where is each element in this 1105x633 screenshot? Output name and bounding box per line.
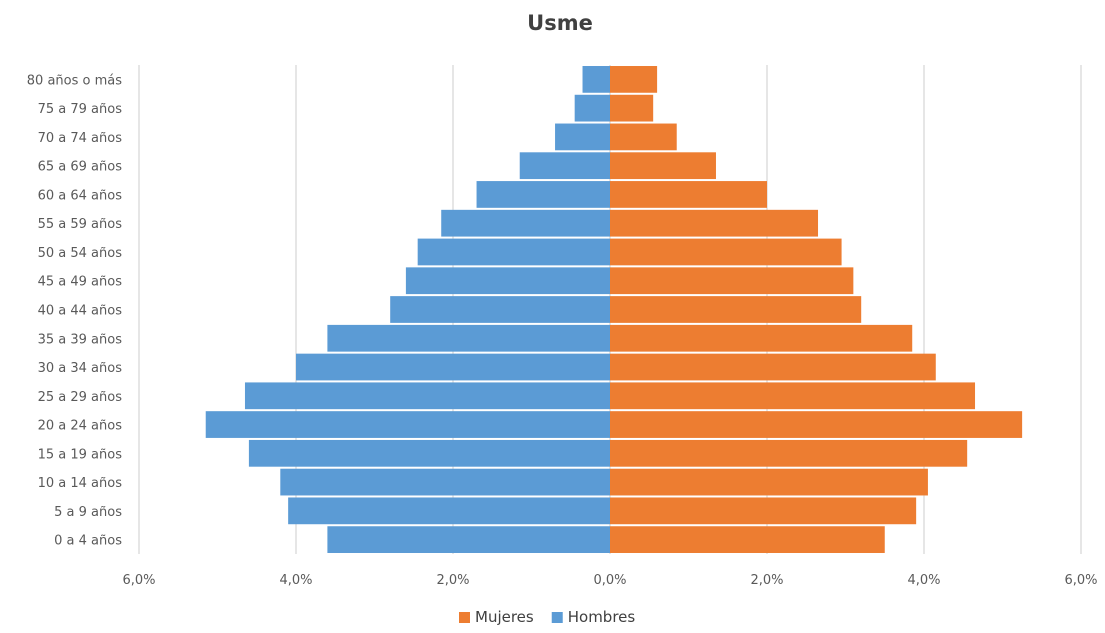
bar-mujeres <box>610 94 654 122</box>
bar-hombres <box>288 497 610 525</box>
bar-hombres <box>248 439 610 467</box>
bar-mujeres <box>610 123 677 151</box>
category-label: 25 a 29 años <box>38 390 123 405</box>
category-label: 60 a 64 años <box>38 188 123 203</box>
bar-mujeres <box>610 152 716 180</box>
category-label: 35 a 39 años <box>38 332 123 347</box>
bar-hombres <box>327 324 610 352</box>
x-tick-label: 2,0% <box>750 573 783 588</box>
x-tick-label: 2,0% <box>436 573 469 588</box>
category-label: 40 a 44 años <box>38 304 123 319</box>
category-label: 5 a 9 años <box>54 505 122 520</box>
legend-label-mujeres: Mujeres <box>475 608 534 626</box>
category-label: 30 a 34 años <box>38 361 123 376</box>
category-label: 75 a 79 años <box>38 102 123 117</box>
legend-swatch-mujeres <box>459 612 470 623</box>
bar-hombres <box>405 267 610 295</box>
bar-hombres <box>417 238 610 266</box>
bar-mujeres <box>610 66 658 93</box>
bar-hombres <box>244 382 610 410</box>
category-label: 65 a 69 años <box>38 160 123 175</box>
bar-mujeres <box>610 353 936 381</box>
legend-label-hombres: Hombres <box>568 608 636 626</box>
category-label: 0 a 4 años <box>54 534 122 549</box>
bar-mujeres <box>610 526 885 553</box>
category-label: 80 años o más <box>27 73 122 88</box>
category-label: 55 a 59 años <box>38 217 123 232</box>
category-labels: 0 a 4 años 5 a 9 años 10 a 14 años 15 a 19 … <box>27 73 122 548</box>
x-tick-label: 6,0% <box>122 573 155 588</box>
category-label: 15 a 19 años <box>38 447 123 462</box>
bar-hombres <box>441 209 610 237</box>
x-axis-ticks: 6,0% 4,0% 2,0% 0,0% 2,0% 4,0% 6,0% <box>122 573 1097 588</box>
x-tick-label: 6,0% <box>1064 573 1097 588</box>
bar-mujeres <box>610 468 928 496</box>
category-label: 10 a 14 años <box>38 476 123 491</box>
bar-mujeres <box>610 181 767 208</box>
bar-mujeres <box>610 296 862 323</box>
bar-mujeres <box>610 324 913 352</box>
bar-hombres <box>476 181 610 208</box>
bar-mujeres <box>610 382 976 410</box>
x-tick-label: 0,0% <box>593 573 626 588</box>
bar-mujeres <box>610 209 819 237</box>
bar-hombres <box>574 94 610 122</box>
bar-hombres <box>555 123 610 151</box>
category-label: 20 a 24 años <box>38 419 123 434</box>
x-tick-label: 4,0% <box>279 573 312 588</box>
bar-hombres <box>327 526 610 553</box>
bar-mujeres <box>610 497 917 525</box>
legend: Mujeres Hombres <box>459 608 635 626</box>
bar-hombres <box>390 296 610 323</box>
bar-mujeres <box>610 238 842 266</box>
bar-hombres <box>205 411 610 438</box>
bar-mujeres <box>610 439 968 467</box>
bars-layer <box>205 66 1023 553</box>
chart-title: Usme <box>527 11 593 35</box>
category-label: 50 a 54 años <box>38 246 123 261</box>
x-tick-label: 4,0% <box>907 573 940 588</box>
legend-swatch-hombres <box>551 612 563 623</box>
bar-hombres <box>519 152 610 180</box>
bar-hombres <box>582 66 610 93</box>
bar-mujeres <box>610 411 1023 438</box>
bar-hombres <box>280 468 610 496</box>
category-label: 70 a 74 años <box>38 131 123 146</box>
category-label: 45 a 49 años <box>38 275 123 290</box>
bar-mujeres <box>610 267 854 295</box>
bar-hombres <box>296 353 610 381</box>
